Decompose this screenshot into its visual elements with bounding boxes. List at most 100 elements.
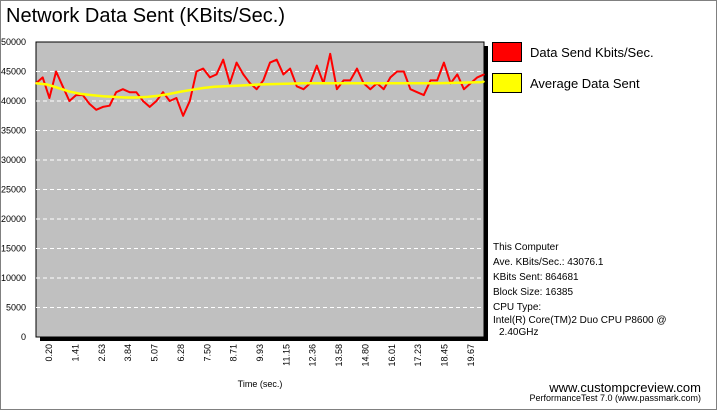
x-tick-label: 16.01: [387, 344, 397, 367]
data-point-data-send: [209, 76, 211, 79]
data-point-data-send: [55, 70, 57, 73]
y-tick-label: 40000: [1, 96, 26, 106]
y-tick-label: 25000: [1, 185, 26, 195]
data-point-data-send: [235, 61, 238, 64]
data-point-average: [68, 90, 71, 93]
x-tick-label: 19.67: [466, 344, 476, 367]
data-point-data-send: [443, 61, 445, 64]
data-point-average: [90, 94, 93, 96]
footer-website: www.custompcreview.com: [549, 380, 701, 395]
data-point-data-send: [61, 85, 64, 88]
data-point-average: [436, 82, 438, 85]
data-point-data-send: [416, 91, 418, 93]
data-point-data-send: [162, 91, 164, 93]
x-tick-label: 2.63: [97, 344, 107, 362]
data-point-average: [46, 83, 48, 86]
data-point-average: [391, 82, 394, 85]
info-cpu-line1: Intel(R) Core(TM)2 Duo CPU P8600 @: [493, 315, 667, 326]
y-tick-label: 50000: [1, 37, 26, 47]
data-point-data-send: [122, 88, 124, 90]
data-point-average: [480, 81, 483, 83]
data-point-data-send: [269, 61, 271, 64]
data-point-data-send: [195, 70, 198, 73]
data-point-average: [324, 82, 327, 85]
legend-label-average: Average Data Sent: [530, 75, 640, 91]
data-point-data-send: [168, 100, 171, 102]
data-point-data-send: [476, 76, 479, 79]
data-point-average: [483, 80, 485, 83]
data-point-data-send: [135, 91, 138, 93]
data-point-average: [280, 83, 282, 85]
data-point-data-send: [463, 88, 465, 90]
data-point-data-send: [295, 85, 298, 88]
data-point-data-send: [242, 73, 245, 76]
data-point-data-send: [128, 91, 131, 93]
data-point-average: [35, 82, 37, 85]
x-axis-label: Time (sec.): [238, 379, 283, 389]
data-point-average: [57, 87, 60, 89]
x-tick-label: 0.20: [44, 344, 54, 362]
info-average: Ave. KBits/Sec.: 43076.1: [493, 257, 604, 268]
y-tick-label: 5000: [6, 303, 26, 313]
x-tick-label: 1.41: [71, 344, 81, 362]
data-point-average: [213, 86, 216, 88]
data-point-average: [302, 82, 305, 85]
data-point-data-send: [282, 73, 285, 76]
legend-item-average: Average Data Sent: [492, 72, 640, 94]
data-point-data-send: [483, 73, 485, 76]
data-point-average: [369, 82, 372, 85]
data-point-data-send: [188, 100, 191, 102]
data-point-average: [414, 82, 416, 85]
y-tick-label: 35000: [1, 126, 26, 136]
data-point-average: [191, 88, 193, 91]
data-point-data-send: [108, 104, 111, 107]
data-point-data-send: [115, 91, 118, 93]
y-tick-label: 0: [21, 332, 26, 342]
data-point-data-send: [148, 106, 151, 108]
data-point-average: [157, 94, 160, 97]
x-tick-label: 9.93: [255, 344, 265, 362]
info-bits-sent: KBits Sent: 864681: [493, 272, 579, 283]
x-tick-label: 13.58: [334, 344, 344, 367]
info-heading: This Computer: [493, 242, 559, 253]
data-point-average: [180, 90, 182, 93]
data-point-data-send: [356, 67, 358, 70]
chart-title: Network Data Sent (KBits/Sec.): [6, 5, 285, 27]
data-point-data-send: [68, 100, 71, 102]
data-point-average: [135, 96, 138, 99]
data-point-data-send: [389, 76, 392, 79]
data-point-data-send: [155, 100, 158, 102]
data-point-data-send: [249, 82, 251, 85]
system-info-panel: This Computer Ave. KBits/Sec.: 43076.1 K…: [493, 240, 708, 339]
data-point-data-send: [369, 88, 372, 90]
info-block-size: Block Size: 16385: [493, 287, 574, 298]
data-point-data-send: [302, 88, 305, 90]
data-point-average: [79, 93, 82, 95]
data-point-average: [113, 96, 115, 98]
y-tick-label: 45000: [1, 67, 26, 77]
data-point-average: [146, 96, 149, 98]
x-tick-label: 7.50: [202, 344, 212, 362]
data-point-data-send: [382, 88, 385, 90]
data-point-data-send: [229, 82, 231, 85]
data-point-data-send: [182, 114, 184, 117]
info-cpu-label: CPU Type:: [493, 302, 542, 313]
y-tick-label: 10000: [1, 273, 26, 283]
data-point-data-send: [402, 70, 405, 73]
data-point-average: [102, 95, 104, 98]
data-point-average: [347, 82, 349, 85]
data-point-data-send: [88, 103, 91, 105]
data-point-average: [202, 87, 204, 89]
data-point-data-send: [41, 76, 44, 79]
y-tick-label: 30000: [1, 155, 26, 165]
data-point-data-send: [436, 79, 438, 82]
data-point-data-send: [262, 79, 265, 82]
data-point-data-send: [215, 73, 218, 76]
y-tick-label: 20000: [1, 214, 26, 224]
x-tick-label: 6.28: [176, 344, 186, 362]
data-point-data-send: [289, 67, 291, 70]
x-tick-label: 18.45: [439, 344, 449, 367]
data-point-data-send: [222, 58, 225, 61]
data-point-average: [235, 84, 238, 87]
